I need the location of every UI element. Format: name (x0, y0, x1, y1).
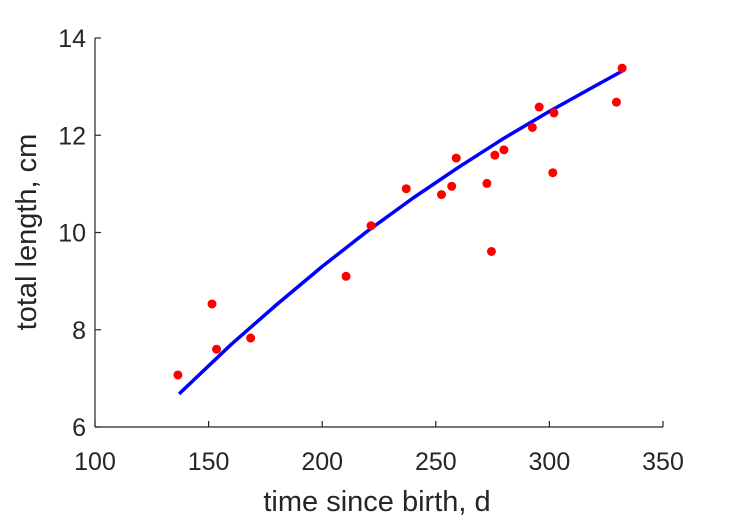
y-tick-label: 6 (72, 414, 86, 442)
data-point (246, 333, 256, 343)
data-point (451, 153, 461, 163)
y-tick-label: 10 (58, 220, 86, 248)
data-point (482, 178, 492, 188)
x-tick-label: 100 (74, 448, 116, 476)
x-tick-label: 250 (415, 448, 457, 476)
data-point (534, 102, 544, 112)
y-axis-title: total length, cm (11, 134, 43, 331)
data-point (617, 63, 627, 73)
x-tick-label: 300 (529, 448, 571, 476)
data-point (499, 145, 509, 155)
y-tick-label: 8 (72, 317, 86, 345)
data-point (341, 271, 351, 281)
fit-curve (177, 69, 623, 396)
data-point (490, 150, 500, 160)
tick-labels: 100 150 200 250 300 350 6 8 10 12 14 (58, 25, 684, 476)
y-tick-label: 14 (58, 25, 86, 53)
x-tick-label: 350 (642, 448, 684, 476)
data-point (486, 246, 496, 256)
data-point (212, 344, 222, 354)
data-point (548, 168, 558, 178)
x-axis-title: time since birth, d (263, 486, 490, 518)
data-point (527, 122, 537, 132)
data-point (447, 181, 457, 191)
data-point (366, 221, 376, 231)
data-point (611, 97, 621, 107)
ticks (94, 37, 664, 428)
y-tick-label: 12 (58, 122, 86, 150)
data-point (436, 190, 446, 200)
x-tick-label: 150 (188, 448, 230, 476)
data-point (173, 370, 183, 380)
data-point (549, 108, 559, 118)
data-point (207, 299, 217, 309)
x-tick-label: 200 (301, 448, 343, 476)
plot-area (173, 63, 627, 396)
data-point (401, 184, 411, 194)
